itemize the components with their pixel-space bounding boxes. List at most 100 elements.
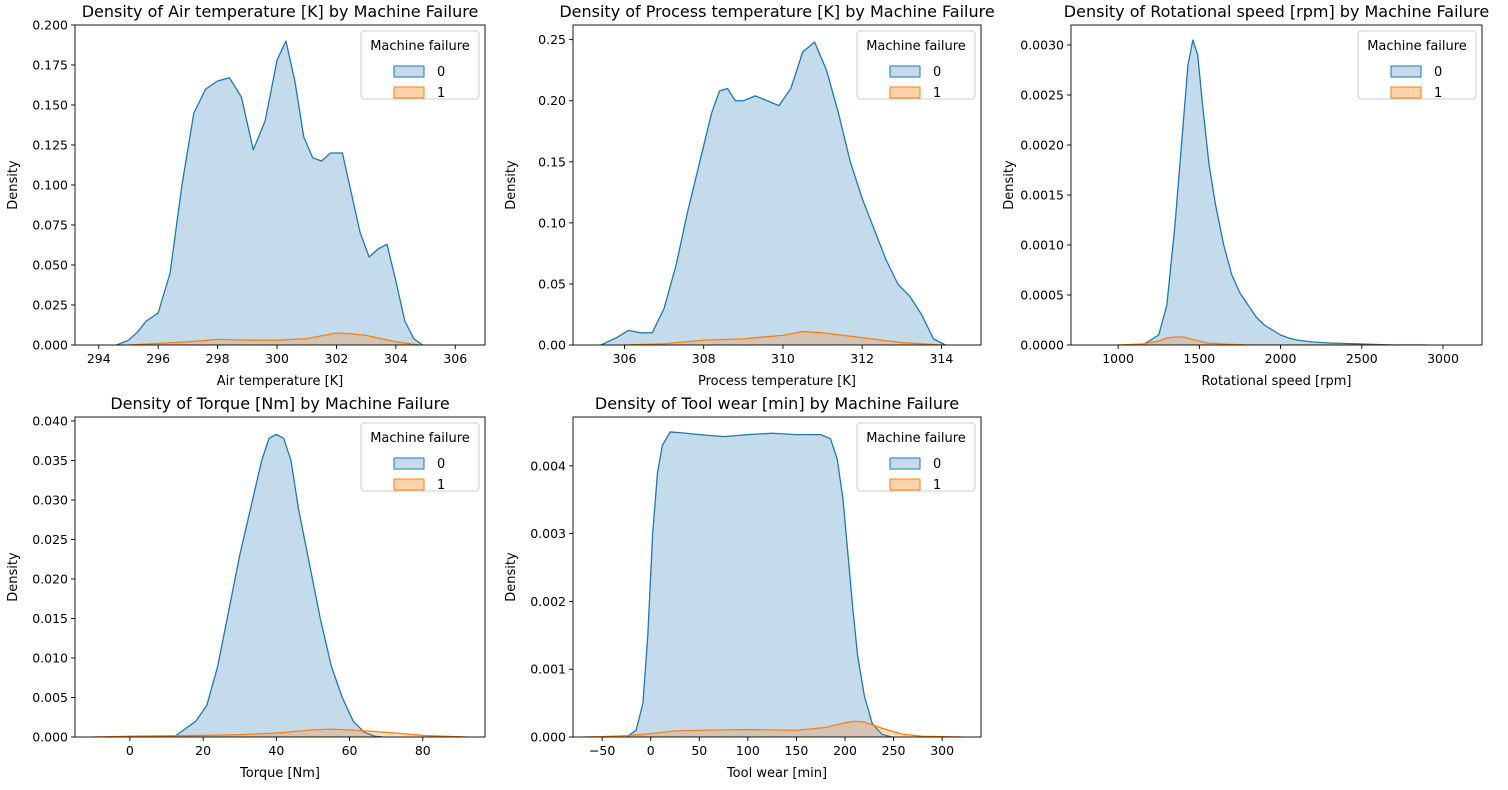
y-tick-label: 0.035	[32, 453, 68, 468]
legend-label-1: 1	[933, 478, 941, 493]
y-tick-label: 0.15	[538, 154, 566, 169]
legend-label-0: 0	[933, 457, 941, 472]
chart-title: Density of Rotational speed [rpm] by Mac…	[1064, 2, 1489, 21]
legend: Machine failure 0 1	[856, 30, 976, 101]
y-tick-label: 0.002	[530, 594, 566, 609]
legend-swatch-0	[889, 457, 921, 470]
legend-swatch-1	[393, 86, 425, 99]
legend-title: Machine failure	[370, 39, 470, 54]
legend-swatch-1	[393, 478, 425, 491]
x-tick-label: 50	[691, 743, 707, 758]
x-tick-label: 250	[882, 743, 906, 758]
x-axis-label: Rotational speed [rpm]	[1202, 374, 1352, 389]
x-tick-label: 1000	[1102, 351, 1134, 366]
density-line-0	[116, 40, 423, 345]
density-line-1	[624, 330, 942, 345]
x-tick-label: 310	[771, 351, 795, 366]
chart-panel-1: 294 296 298 300 302 304 306 0.000 0.025 0.050 0.07…	[6, 2, 486, 389]
plot-area	[116, 40, 423, 345]
chart-panel-2: 306 308 310 312 314 0.00 0.05 0.10 0.15 0.20 0.25 D…	[504, 2, 995, 389]
density-area-1	[1118, 337, 1427, 345]
y-tick-label: 0.150	[32, 98, 68, 113]
density-area-0	[1142, 40, 1427, 345]
density-line-1	[1118, 336, 1427, 345]
density-line-1	[582, 720, 962, 737]
legend-title: Machine failure	[866, 39, 966, 54]
y-tick-label: 0.001	[530, 662, 566, 677]
legend-label-1: 1	[437, 478, 445, 493]
x-axis-label: Process temperature [K]	[698, 374, 856, 389]
x-tick-label: 0	[647, 743, 655, 758]
density-line-0	[1142, 39, 1427, 345]
chart-panel-4: 0 20 40 60 80 0.000 0.005 0.010 0.015 0.020 0.025 0…	[6, 394, 486, 781]
x-tick-label: 294	[87, 351, 111, 366]
x-axis-label: Air temperature [K]	[217, 374, 344, 389]
axes-frame	[1070, 24, 1483, 346]
plot-area	[1118, 39, 1427, 345]
density-area-0	[116, 41, 423, 345]
y-tick-label: 0.10	[538, 215, 566, 230]
legend-label-0: 0	[437, 457, 445, 472]
y-tick-label: 0.015	[32, 611, 68, 626]
density-line-0	[600, 41, 946, 345]
y-tick-label: 0.030	[32, 492, 68, 507]
y-tick-label: 0.005	[32, 690, 68, 705]
y-tick-label: 0.0010	[1020, 238, 1064, 253]
legend-box	[360, 30, 480, 100]
y-tick-label: 0.0015	[1020, 188, 1064, 203]
x-tick-label: 302	[325, 351, 349, 366]
y-tick-label: 0.025	[32, 532, 68, 547]
x-tick-label: 100	[736, 743, 760, 758]
y-tick-label: 0.000	[32, 338, 68, 353]
y-tick-label: 0.0025	[1020, 88, 1064, 103]
legend-box	[856, 30, 976, 100]
axes-frame	[74, 416, 486, 738]
legend-box	[360, 422, 480, 492]
y-axis-label: Density	[504, 160, 519, 210]
x-tick-label: 1500	[1183, 351, 1215, 366]
legend-swatch-1	[1390, 86, 1422, 99]
axes-frame	[572, 416, 982, 738]
x-tick-label: 20	[195, 743, 211, 758]
x-tick-label: −50	[589, 743, 615, 758]
legend: Machine failure 0 1	[1357, 30, 1477, 101]
legend-title: Machine failure	[1367, 39, 1467, 54]
y-tick-label: 0.175	[32, 58, 68, 73]
y-tick-label: 0.05	[538, 276, 566, 291]
x-tick-label: 308	[692, 351, 716, 366]
chart-title: Density of Air temperature [K] by Machin…	[82, 2, 479, 21]
plot-area	[600, 41, 946, 345]
plot-area	[93, 433, 467, 737]
y-axis-label: Density	[1002, 160, 1017, 210]
x-tick-label: 40	[268, 743, 284, 758]
density-area-1	[624, 331, 942, 345]
x-tick-label: 80	[415, 743, 431, 758]
y-tick-label: 0.200	[32, 18, 68, 33]
legend-box	[1357, 30, 1477, 100]
density-area-0	[600, 42, 946, 345]
y-axis-label: Density	[6, 160, 21, 210]
y-tick-label: 0.25	[538, 32, 566, 47]
y-tick-label: 0.0030	[1020, 38, 1064, 53]
x-tick-label: 298	[206, 351, 230, 366]
y-tick-label: 0.010	[32, 650, 68, 665]
x-tick-label: 306	[613, 351, 637, 366]
chart-panel-3: 1000 1500 2000 2500 3000 0.0000 0.0005 0.0010 0.…	[1002, 2, 1489, 389]
y-tick-label: 0.003	[530, 526, 566, 541]
x-tick-label: 300	[265, 351, 289, 366]
legend-title: Machine failure	[866, 431, 966, 446]
y-tick-label: 0.0020	[1020, 138, 1064, 153]
y-tick-label: 0.20	[538, 93, 566, 108]
legend-label-1: 1	[933, 86, 941, 101]
plot-area	[582, 431, 962, 737]
legend-label-0: 0	[437, 65, 445, 80]
legend-swatch-0	[889, 65, 921, 78]
legend-label-1: 1	[1434, 86, 1442, 101]
x-tick-label: 300	[930, 743, 954, 758]
chart-title: Density of Tool wear [min] by Machine Fa…	[595, 394, 959, 413]
legend: Machine failure 0 1	[856, 422, 976, 493]
y-axis-label: Density	[504, 552, 519, 602]
x-tick-label: 60	[342, 743, 358, 758]
legend-swatch-1	[889, 478, 921, 491]
